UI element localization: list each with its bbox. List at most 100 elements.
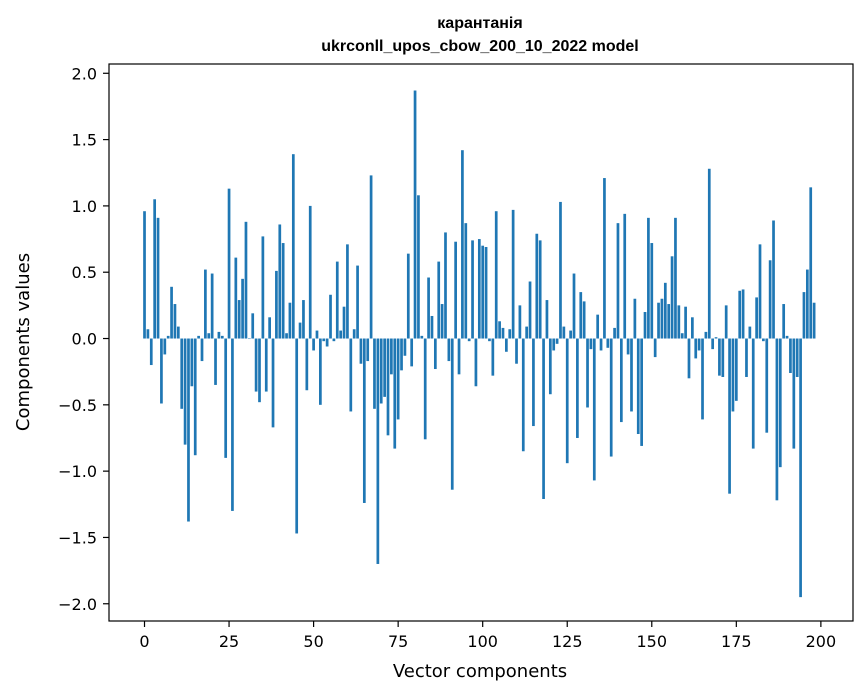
bar xyxy=(393,338,397,449)
chart-title: карантанія xyxy=(437,15,522,32)
bar xyxy=(501,327,505,339)
bar xyxy=(437,261,441,339)
bar xyxy=(802,292,806,339)
bar xyxy=(528,281,532,339)
bar xyxy=(319,338,322,405)
bar xyxy=(390,338,393,375)
bar xyxy=(609,338,613,457)
bar xyxy=(684,306,687,339)
bar xyxy=(616,223,620,339)
bar xyxy=(691,317,694,339)
bar xyxy=(308,205,312,339)
bar xyxy=(626,338,630,355)
bar xyxy=(778,338,782,468)
bar xyxy=(734,338,738,401)
bar xyxy=(799,338,802,598)
bar xyxy=(163,338,167,355)
x-tick-label: 150 xyxy=(637,632,668,651)
bar xyxy=(420,335,424,339)
bar xyxy=(383,338,386,397)
bar xyxy=(302,300,305,339)
bar xyxy=(596,314,600,339)
bar xyxy=(200,338,204,362)
bar xyxy=(667,304,671,339)
bar xyxy=(271,338,275,428)
bar xyxy=(704,331,708,339)
bar xyxy=(542,338,545,499)
bar xyxy=(772,220,775,339)
bar xyxy=(403,338,407,356)
bar xyxy=(244,221,248,339)
bar xyxy=(231,338,234,511)
bar xyxy=(728,338,731,494)
bar xyxy=(457,338,461,375)
bar xyxy=(440,304,444,339)
plot-frame xyxy=(108,63,854,622)
bar xyxy=(423,338,427,440)
bar xyxy=(197,335,200,339)
bar xyxy=(535,233,539,339)
bar xyxy=(413,90,417,339)
bar xyxy=(555,338,559,344)
bar xyxy=(633,298,637,339)
bar xyxy=(751,338,755,449)
bar xyxy=(812,302,816,339)
bar xyxy=(153,199,157,339)
bar xyxy=(406,253,410,339)
bar xyxy=(285,333,288,339)
bar xyxy=(785,335,789,339)
bar xyxy=(362,338,366,503)
bar xyxy=(494,211,498,339)
bar xyxy=(559,201,562,339)
bar xyxy=(474,338,478,387)
x-tick-label: 50 xyxy=(303,632,323,651)
bar xyxy=(707,168,711,339)
bar xyxy=(180,338,184,409)
bar xyxy=(768,260,772,339)
bar xyxy=(224,338,228,458)
bar xyxy=(721,338,725,377)
bar xyxy=(623,213,627,339)
bar xyxy=(369,175,373,339)
bar xyxy=(579,292,583,339)
y-tick-label: −1.0 xyxy=(58,462,97,481)
x-axis: 0 25 50 75 100 125 150 175 200 xyxy=(139,621,836,651)
bar xyxy=(809,187,813,339)
bar xyxy=(356,265,359,339)
y-tick-label: −2.0 xyxy=(58,595,97,614)
bar xyxy=(261,236,265,339)
bar xyxy=(204,269,207,339)
bar xyxy=(643,312,647,339)
bar xyxy=(619,338,623,423)
bar xyxy=(433,338,437,370)
y-tick-label: 1.0 xyxy=(72,197,97,216)
x-tick-label: 175 xyxy=(721,632,752,651)
x-tick-label: 100 xyxy=(467,632,498,651)
bar xyxy=(305,338,309,391)
bar xyxy=(170,286,173,339)
bar xyxy=(677,305,681,339)
bar xyxy=(674,217,677,339)
bar xyxy=(183,338,187,445)
bar xyxy=(755,297,758,339)
bar xyxy=(312,338,315,351)
bar xyxy=(805,269,809,339)
x-tick-label: 125 xyxy=(552,632,583,651)
bar xyxy=(731,338,735,412)
bar xyxy=(701,338,704,420)
bar xyxy=(190,338,194,387)
bar xyxy=(792,338,796,449)
bar xyxy=(339,330,343,339)
bar xyxy=(491,338,495,376)
bar xyxy=(663,282,667,339)
bar xyxy=(410,338,414,367)
bar xyxy=(525,326,529,339)
bar xyxy=(481,245,485,339)
bar xyxy=(636,338,640,435)
bar xyxy=(227,188,231,339)
bar xyxy=(335,261,339,339)
bar xyxy=(640,338,643,446)
bar xyxy=(325,338,329,347)
bar xyxy=(592,338,596,481)
